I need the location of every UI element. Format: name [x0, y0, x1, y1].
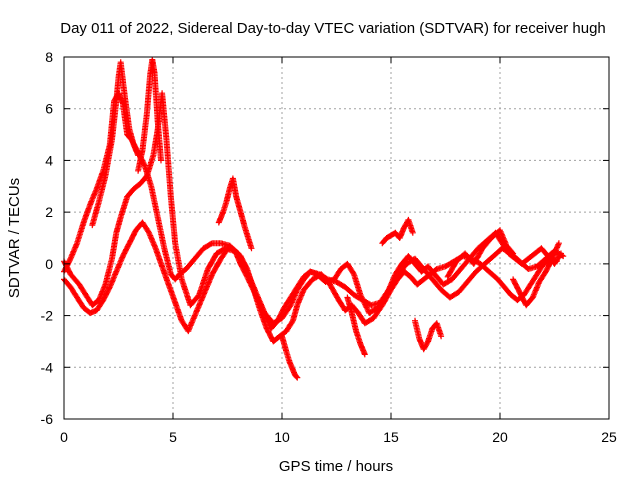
series-track-k — [444, 227, 517, 280]
label-layer: 0 5 10 15 20 25 -6 -4 -2 0 2 4 6 8 — [41, 49, 617, 445]
data-markers-track-d — [89, 59, 142, 229]
data-markers-track-g — [279, 333, 301, 381]
series-track-g — [279, 333, 301, 381]
series-track-h — [344, 294, 368, 358]
series-track-f — [215, 175, 255, 252]
y-axis-title: SDTVAR / TECUs — [6, 178, 23, 298]
x-tick-label: 15 — [383, 429, 399, 445]
y-tick-label: -6 — [41, 411, 54, 427]
x-tick-label: 10 — [274, 429, 290, 445]
series-track-e — [135, 56, 164, 174]
series-track-l — [510, 240, 562, 309]
y-tick-label: 2 — [45, 204, 53, 220]
x-tick-label: 0 — [60, 429, 68, 445]
data-markers-track-j — [412, 317, 445, 353]
series-track-j — [412, 317, 445, 353]
data-markers-track-e — [135, 56, 164, 174]
series-track-d — [89, 59, 142, 229]
y-tick-label: 8 — [45, 49, 53, 65]
data-markers-track-i — [379, 216, 416, 247]
y-tick-label: 0 — [45, 256, 53, 272]
y-tick-label: -2 — [41, 308, 54, 324]
data-markers-track-l — [510, 240, 562, 309]
y-tick-label: -4 — [41, 359, 54, 375]
y-tick-label: 4 — [45, 152, 53, 168]
data-markers-track-f — [215, 175, 255, 252]
x-tick-label: 25 — [601, 429, 617, 445]
x-tick-label: 20 — [492, 429, 508, 445]
plot-frame — [63, 56, 610, 420]
data-markers-track-h — [344, 294, 368, 358]
chart-title: Day 011 of 2022, Sidereal Day-to-day VTE… — [60, 20, 606, 37]
tick-layer — [63, 56, 610, 420]
series-track-i — [379, 216, 416, 247]
y-tick-label: 6 — [45, 101, 53, 117]
x-tick-label: 5 — [169, 429, 177, 445]
data-markers-track-k — [444, 227, 517, 280]
data-layer — [61, 56, 567, 381]
x-axis-title: GPS time / hours — [279, 458, 393, 475]
